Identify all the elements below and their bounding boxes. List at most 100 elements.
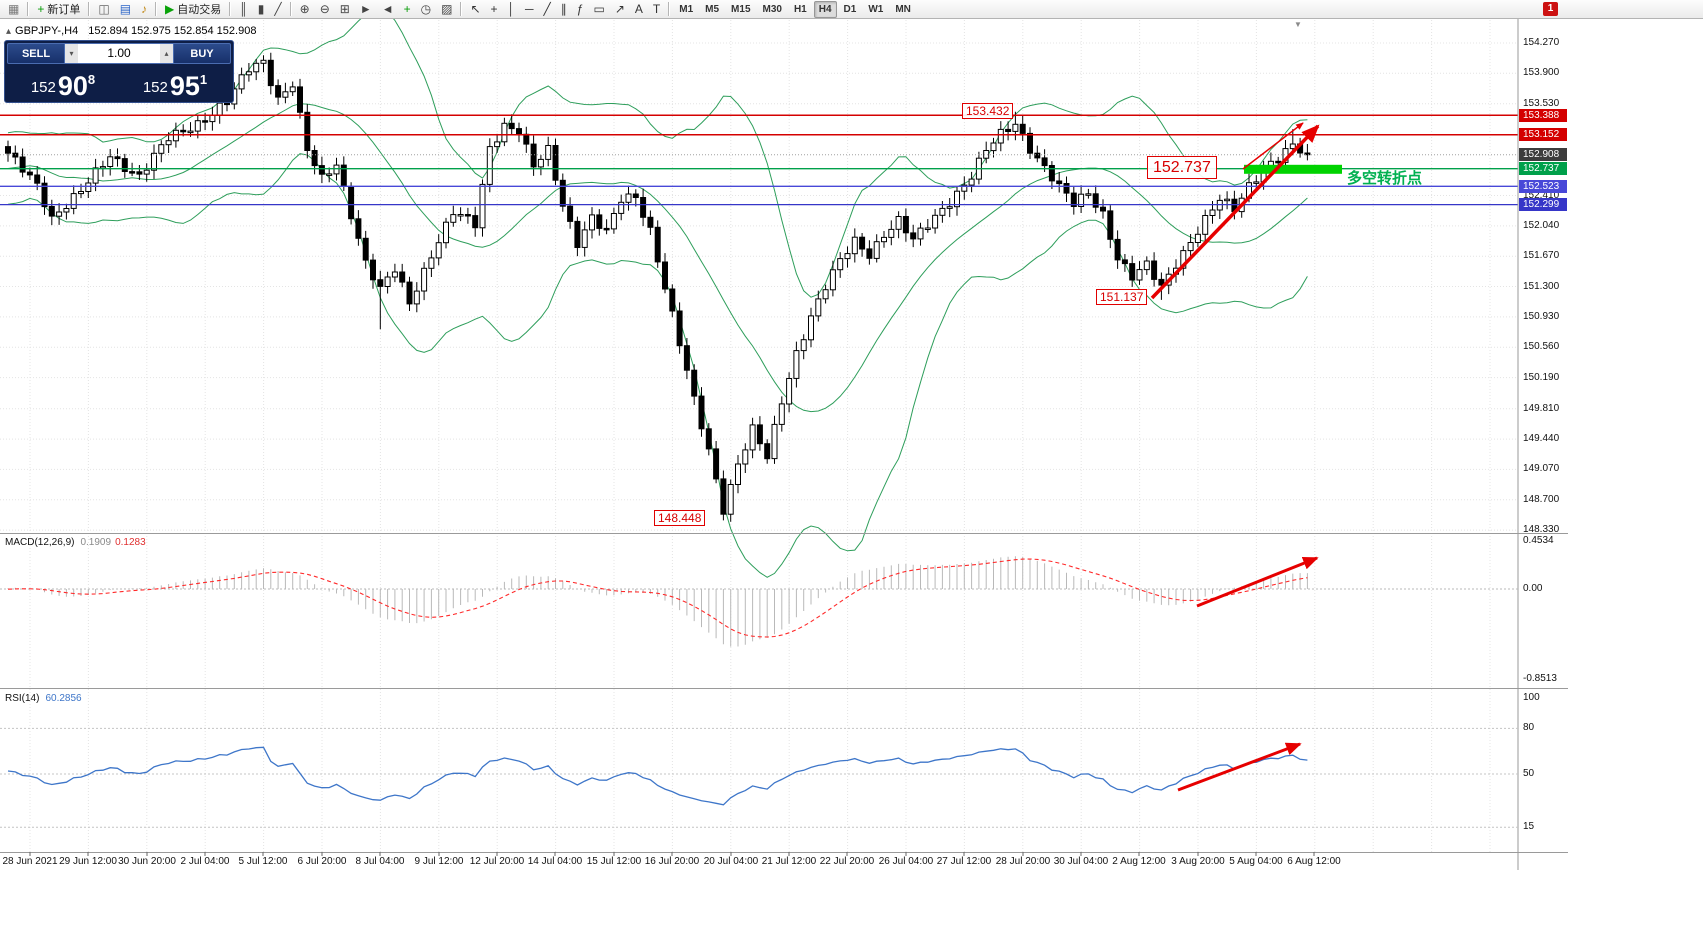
candle-body — [63, 208, 70, 213]
trend-arrows — [1150, 122, 1320, 792]
tf-m1-button[interactable]: M1 — [674, 1, 698, 18]
tf-d1-button[interactable]: D1 — [839, 1, 862, 18]
price-scale-label: 150.190 — [1523, 371, 1560, 383]
new-order-button[interactable]: + 新订单 — [33, 1, 84, 18]
time-axis-label: 30 Jul 04:00 — [1053, 856, 1109, 867]
candle-body — [1253, 181, 1260, 184]
volume-input[interactable]: ▾ 1.00 ▴ — [65, 43, 173, 64]
rsi-trend-arrow — [1177, 742, 1302, 792]
tf-h1-button[interactable]: H1 — [789, 1, 812, 18]
zoom-in-icon[interactable]: ⊕ — [296, 1, 314, 18]
price-scale-label: 148.700 — [1523, 493, 1560, 505]
candle-body — [932, 214, 939, 229]
periods-icon[interactable]: ◷ — [417, 1, 435, 18]
shapes-icon[interactable]: ▭ — [589, 1, 608, 18]
candle-body — [1275, 160, 1282, 164]
tf-h4-button[interactable]: H4 — [813, 0, 837, 18]
chart-shift-icon-glyph: ◄ — [381, 2, 394, 16]
fibonacci-icon[interactable]: ƒ — [573, 1, 588, 18]
autotrading-button[interactable]: ▶ 自动交易 — [161, 1, 225, 18]
alert-count-badge[interactable]: 1 — [1543, 2, 1558, 16]
candle-body — [954, 190, 960, 208]
candle-body — [888, 228, 895, 238]
candle-body — [377, 279, 384, 287]
bar-chart-icon[interactable]: ║ — [235, 1, 252, 18]
buy-button[interactable]: BUY — [173, 43, 231, 64]
candle-body — [1173, 267, 1179, 275]
chart-shift-icon[interactable]: ◄ — [378, 1, 398, 18]
arrows-icon[interactable]: ↗ — [611, 1, 629, 18]
indicators-icon[interactable]: + — [400, 1, 415, 18]
candle-body — [924, 227, 931, 230]
auto-scroll-icon[interactable]: ► — [356, 1, 376, 18]
price-trend-arrow-thin — [1242, 122, 1304, 170]
tf-w1-button[interactable]: W1 — [863, 1, 888, 18]
vertical-line-icon[interactable]: │ — [504, 1, 520, 18]
chart-title: ▴ GBPJPY-,H4 152.894 152.975 152.854 152.9… — [6, 25, 256, 37]
candle-body — [333, 164, 340, 175]
candle-body — [1224, 198, 1231, 202]
candle-body — [143, 169, 150, 175]
time-axis-label: 20 Jul 04:00 — [703, 856, 759, 867]
charts-grid-icon[interactable]: ◫ — [94, 1, 113, 18]
bar-chart-icon-glyph: ║ — [239, 2, 248, 16]
cursor-icon[interactable]: ↖ — [466, 1, 484, 18]
price-scale-label: 153.530 — [1523, 97, 1560, 109]
candle-body — [216, 102, 223, 116]
volume-down-button[interactable]: ▾ — [65, 44, 78, 63]
market-watch-icon[interactable]: ▤ — [116, 1, 135, 18]
tile-windows-icon[interactable]: ⊞ — [336, 1, 354, 18]
candle-body — [720, 478, 727, 515]
candle-body — [464, 214, 471, 217]
candle-body — [1005, 128, 1012, 132]
candle-body — [866, 248, 873, 259]
candle-body — [253, 62, 260, 73]
crosshair-icon[interactable]: + — [487, 1, 502, 18]
candle-body — [435, 242, 442, 259]
candlestick-chart-icon[interactable]: ▮ — [254, 1, 269, 18]
tf-m15-button[interactable]: M15 — [726, 1, 755, 18]
new-order-icon: + — [37, 2, 45, 16]
templates-icon-glyph: ▨ — [441, 2, 453, 16]
candle-body — [289, 86, 296, 93]
zoom-out-icon-glyph: ⊖ — [319, 2, 330, 16]
toolbar-divider — [27, 2, 30, 16]
rsi-value: 60.2856 — [45, 693, 82, 704]
tf-mn-button[interactable]: MN — [890, 1, 916, 18]
time-axis-label: 28 Jun 2021 — [2, 856, 58, 867]
text-icon[interactable]: A — [631, 1, 647, 18]
candle-body — [1202, 215, 1209, 235]
chart-symbol-period: GBPJPY-,H4 — [15, 25, 79, 37]
chart-window-icon[interactable]: ▦ — [4, 1, 23, 18]
candle-body — [618, 201, 625, 214]
zoom-out-icon[interactable]: ⊖ — [316, 1, 334, 18]
macd-label: MACD(12,26,9) 0.1909 0.1283 — [5, 537, 146, 548]
sound-icon[interactable]: ♪ — [137, 1, 151, 18]
chart-shift-marker: ▼ — [1294, 20, 1302, 29]
candle-body — [895, 216, 902, 230]
text-label-icon-glyph: T — [652, 2, 661, 16]
tf-m30-button[interactable]: M30 — [758, 1, 787, 18]
candle-body — [530, 143, 537, 168]
sell-button[interactable]: SELL — [7, 43, 65, 64]
price-scale-label: 150.560 — [1523, 341, 1560, 353]
tf-m5-button[interactable]: M5 — [700, 1, 724, 18]
price-trend-arrow — [1150, 124, 1320, 300]
trendline-icon[interactable]: ╱ — [540, 1, 555, 18]
price-scale-label: 154.270 — [1523, 37, 1560, 48]
templates-icon[interactable]: ▨ — [437, 1, 456, 18]
candle-body — [1078, 193, 1085, 207]
candle-body — [245, 71, 252, 76]
volume-up-button[interactable]: ▴ — [160, 44, 173, 63]
channel-icon[interactable]: ∥ — [557, 1, 571, 18]
toolbar-divider — [88, 2, 91, 16]
price-tag: 153.152 — [1519, 128, 1567, 142]
rsi-scale-label: 100 — [1523, 692, 1540, 703]
toolbar-divider — [229, 2, 232, 16]
line-chart-icon[interactable]: ╱ — [270, 1, 285, 18]
text-label-icon[interactable]: T — [649, 1, 664, 18]
horizontal-line-icon[interactable]: ─ — [521, 1, 538, 18]
candle-body — [428, 257, 435, 269]
candle-body — [304, 111, 311, 152]
candle-body — [610, 213, 617, 230]
